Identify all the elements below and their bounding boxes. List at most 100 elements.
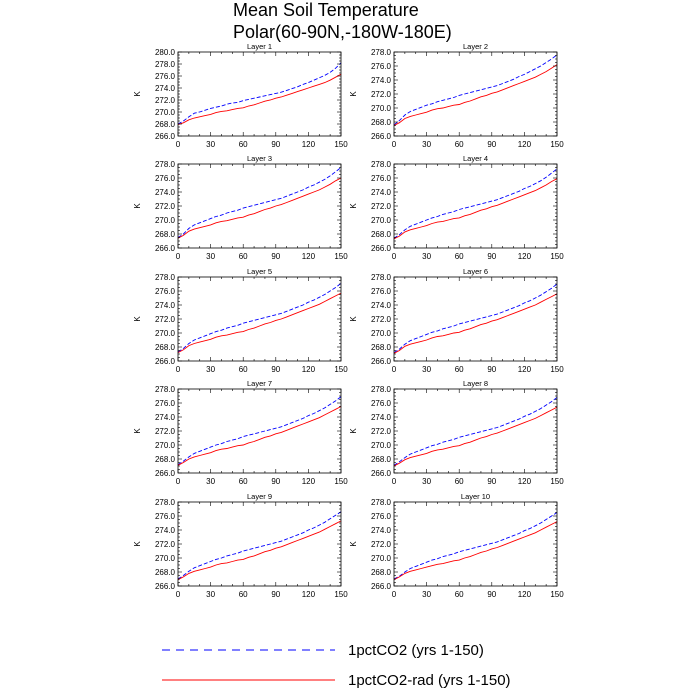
legend: 1pctCO2 (yrs 1-150) 1pctCO2-rad (yrs 1-1… — [162, 642, 511, 689]
y-tick-label: 272.0 — [155, 427, 176, 436]
y-tick-label: 270.0 — [371, 104, 392, 113]
y-tick-label: 268.0 — [371, 118, 392, 127]
y-tick-label: 274.0 — [371, 413, 392, 422]
y-tick-label: 274.0 — [155, 413, 176, 422]
y-tick-label: 270.0 — [155, 108, 176, 117]
y-axis-label: K — [133, 541, 142, 547]
panel-layer-2: Layer 2 0 30 60 90 120 150 266.0 268.0 270.0 272.0… — [349, 42, 564, 149]
y-tick-label: 272.0 — [155, 96, 176, 105]
x-tick-label: 0 — [392, 252, 397, 261]
y-tick-label: 266.0 — [371, 132, 392, 141]
series-line-1pctco2 — [393, 54, 558, 126]
y-tick-label: 270.0 — [371, 441, 392, 450]
x-tick-label: 30 — [422, 365, 431, 374]
y-axis-label: K — [349, 91, 358, 97]
x-tick-label: 0 — [392, 477, 397, 486]
x-tick-label: 120 — [518, 590, 532, 599]
panel-title: Layer 4 — [463, 154, 488, 163]
y-tick-label: 274.0 — [371, 76, 392, 85]
x-tick-label: 150 — [334, 365, 348, 374]
x-tick-label: 150 — [550, 477, 564, 486]
panel-title: Layer 6 — [463, 267, 488, 276]
x-tick-label: 90 — [487, 252, 496, 261]
panel-title: Layer 10 — [461, 492, 490, 501]
x-tick-label: 60 — [239, 590, 248, 599]
series-line-1pctco2 — [177, 511, 342, 580]
y-tick-label: 266.0 — [155, 357, 176, 366]
panel-title: Layer 5 — [247, 267, 272, 276]
x-tick-label: 30 — [422, 140, 431, 149]
x-tick-label: 60 — [239, 365, 248, 374]
y-tick-label: 276.0 — [155, 399, 176, 408]
y-tick-label: 276.0 — [371, 287, 392, 296]
panel-layer-3: Layer 3 0 30 60 90 120 150 266.0 268.0 270.0 272.0… — [133, 154, 348, 261]
y-axis-label: K — [133, 91, 142, 97]
y-tick-label: 268.0 — [371, 343, 392, 352]
plot-frame — [177, 388, 342, 474]
figure-title-line-1: Mean Soil Temperature — [233, 0, 419, 20]
panel-layer-9: Layer 9 0 30 60 90 120 150 266.0 268.0 270.0 272.0… — [133, 492, 348, 599]
y-tick-label: 274.0 — [371, 188, 392, 197]
plot-frame — [177, 501, 342, 587]
y-tick-label: 274.0 — [155, 188, 176, 197]
series-line-1pctco2 — [177, 396, 342, 465]
panel-layer-7: Layer 7 0 30 60 90 120 150 266.0 268.0 270.0 272.0… — [133, 379, 348, 486]
x-tick-label: 150 — [334, 590, 348, 599]
series-line-1pctco2 — [393, 283, 558, 353]
y-tick-label: 276.0 — [371, 512, 392, 521]
y-tick-label: 274.0 — [155, 84, 176, 93]
x-tick-label: 60 — [455, 477, 464, 486]
y-tick-label: 266.0 — [155, 244, 176, 253]
y-tick-label: 278.0 — [371, 498, 392, 507]
y-tick-label: 274.0 — [155, 526, 176, 535]
x-tick-label: 120 — [302, 365, 316, 374]
y-tick-label: 268.0 — [155, 568, 176, 577]
y-tick-label: 276.0 — [371, 174, 392, 183]
y-axis-label: K — [349, 316, 358, 322]
y-tick-label: 272.0 — [155, 540, 176, 549]
x-tick-label: 150 — [550, 252, 564, 261]
y-tick-label: 278.0 — [155, 160, 176, 169]
x-tick-label: 120 — [518, 140, 532, 149]
panel-layer-10: Layer 10 0 30 60 90 120 150 266.0 268.0 270.0 272.… — [349, 492, 564, 599]
y-tick-label: 268.0 — [155, 455, 176, 464]
y-tick-label: 270.0 — [155, 216, 176, 225]
y-tick-label: 270.0 — [155, 441, 176, 450]
x-tick-label: 150 — [550, 365, 564, 374]
y-tick-label: 278.0 — [371, 385, 392, 394]
x-tick-label: 60 — [455, 140, 464, 149]
panel-grid: Layer 10 30 60 90 120 150 266.0 268.0 270.0 272.0… — [133, 42, 564, 599]
y-tick-label: 270.0 — [155, 554, 176, 563]
series-line-1pctco2-rad — [393, 178, 558, 240]
x-tick-label: 60 — [239, 477, 248, 486]
y-tick-label: 276.0 — [155, 174, 176, 183]
x-tick-label: 150 — [334, 477, 348, 486]
y-tick-label: 278.0 — [155, 60, 176, 69]
y-axis-label: K — [133, 203, 142, 209]
y-axis-label: K — [349, 541, 358, 547]
series-line-1pctco2 — [393, 512, 558, 580]
x-tick-label: 90 — [271, 252, 280, 261]
x-tick-label: 30 — [206, 590, 215, 599]
series-line-1pctco2-rad — [393, 406, 558, 467]
y-tick-label: 266.0 — [371, 469, 392, 478]
panel-title: Layer 7 — [247, 379, 272, 388]
panel-layer-8: Layer 8 0 30 60 90 120 150 266.0 268.0 270.0 272.0… — [349, 379, 564, 486]
y-tick-label: 266.0 — [155, 582, 176, 591]
x-tick-label: 150 — [550, 140, 564, 149]
plot-frame — [393, 51, 558, 137]
series-line-1pctco2 — [177, 282, 342, 353]
panel-layer-4: Layer 4 0 30 60 90 120 150 266.0 268.0 270.0 272.0… — [349, 154, 564, 261]
x-tick-label: 30 — [422, 590, 431, 599]
series-line-1pctco2-rad — [177, 406, 342, 466]
y-tick-label: 276.0 — [371, 62, 392, 71]
y-tick-label: 276.0 — [155, 512, 176, 521]
y-tick-label: 274.0 — [155, 301, 176, 310]
x-tick-label: 120 — [302, 590, 316, 599]
x-tick-label: 0 — [392, 590, 397, 599]
panel-title: Layer 3 — [247, 154, 272, 163]
series-line-1pctco2 — [177, 167, 342, 238]
y-tick-label: 278.0 — [155, 498, 176, 507]
x-tick-label: 0 — [176, 590, 181, 599]
